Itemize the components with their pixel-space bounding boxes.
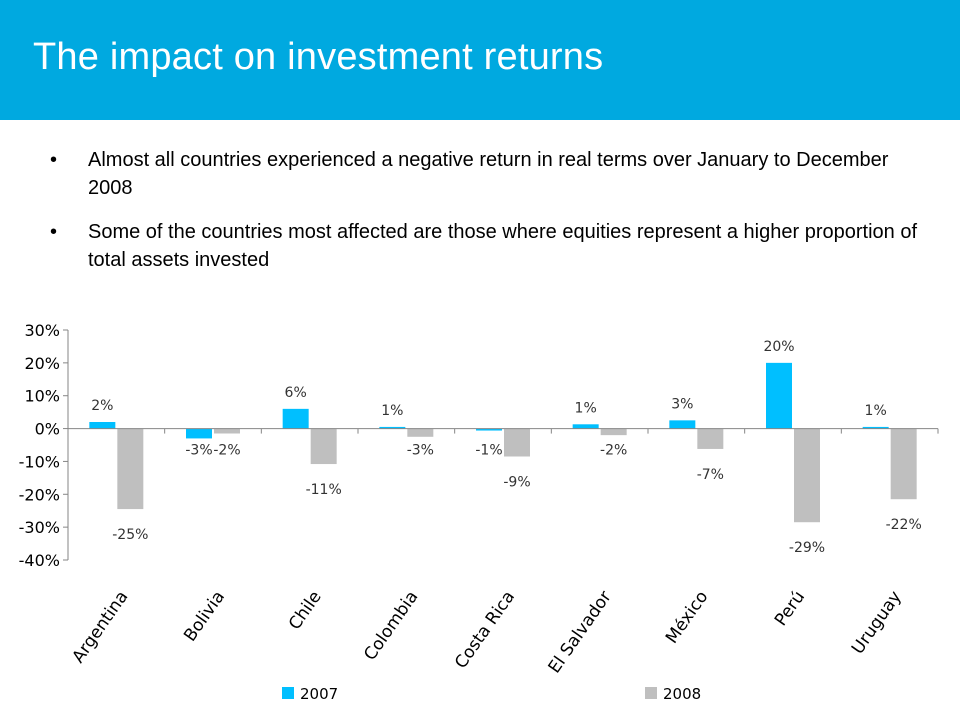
y-tick-label: -40% — [19, 551, 60, 570]
data-label: -29% — [789, 540, 825, 556]
legend-swatch-2007 — [282, 687, 294, 699]
category-label: México — [662, 587, 712, 647]
data-label: -3% — [407, 443, 434, 459]
category-label: Bolivia — [180, 587, 229, 645]
category-label: Uruguay — [848, 587, 906, 658]
category-label: Chile — [285, 587, 326, 633]
category-label: Argentina — [68, 587, 132, 666]
data-label: 1% — [381, 403, 403, 419]
y-tick-label: -20% — [19, 485, 60, 504]
bullet-text: Some of the countries most affected are … — [88, 221, 918, 271]
returns-bar-chart: 30% 20% 10% 0% -10% -20% -30% -40% 2% -25% Argenti… — [19, 321, 939, 703]
y-tick-label: 30% — [24, 321, 60, 340]
data-label: -22% — [886, 517, 922, 533]
bullet-text: Almost all countries experienced a negat… — [88, 149, 889, 199]
data-label: -11% — [306, 482, 342, 498]
bar-2007 — [89, 422, 116, 429]
bar-2008 — [407, 428, 434, 437]
bullet-item: • Some of the countries most affected ar… — [48, 218, 928, 274]
legend-swatch-2008 — [645, 687, 657, 699]
bullet-item: • Almost all countries experienced a neg… — [48, 146, 928, 202]
data-label: -7% — [697, 467, 724, 483]
data-label: 6% — [285, 385, 307, 401]
data-label: 1% — [865, 403, 887, 419]
category-label: Costa Rica — [451, 587, 519, 672]
bullet-glyph: • — [50, 221, 58, 243]
data-label: -2% — [213, 443, 240, 459]
bar-2008 — [697, 428, 724, 449]
bar-2007 — [282, 408, 309, 429]
category-label: Colombia — [360, 587, 422, 664]
data-label: 20% — [763, 339, 794, 355]
data-label: -1% — [475, 443, 502, 459]
bar-2007 — [476, 428, 502, 431]
y-tick-label: -10% — [19, 452, 60, 471]
bar-2008 — [310, 428, 337, 465]
bar-2008 — [214, 428, 240, 434]
page-title: The impact on investment returns — [33, 36, 604, 78]
y-tick-label: 10% — [24, 387, 60, 406]
bar-2007 — [572, 424, 599, 429]
bar-2008 — [117, 428, 144, 510]
bar-2007 — [766, 362, 792, 429]
category-label: Perú — [771, 587, 809, 629]
data-label: -25% — [112, 527, 148, 543]
bullet-list: • Almost all countries experienced a neg… — [48, 146, 928, 290]
y-tick-label: 0% — [35, 420, 60, 439]
category-label: El Salvador — [545, 587, 616, 677]
bar-2007 — [379, 426, 406, 429]
data-label: -2% — [600, 443, 627, 459]
bar-2007 — [669, 420, 696, 429]
y-tick-label: -30% — [19, 518, 60, 537]
data-label: 2% — [91, 398, 113, 414]
data-label: -9% — [503, 475, 530, 491]
y-tick-label: 20% — [24, 354, 60, 373]
bar-2008 — [794, 428, 820, 523]
data-label: 1% — [575, 400, 597, 416]
title-banner: The impact on investment returns — [0, 0, 960, 120]
bar-2007 — [862, 426, 889, 429]
legend-label: 2007 — [300, 685, 338, 703]
bar-2008 — [504, 428, 530, 457]
bar-2008 — [600, 428, 627, 436]
data-label: 3% — [671, 396, 693, 412]
data-label: -3% — [185, 443, 212, 459]
bar-2007 — [186, 428, 212, 439]
legend-label: 2008 — [663, 685, 701, 703]
bar-2008 — [890, 428, 917, 500]
bullet-glyph: • — [50, 149, 58, 171]
